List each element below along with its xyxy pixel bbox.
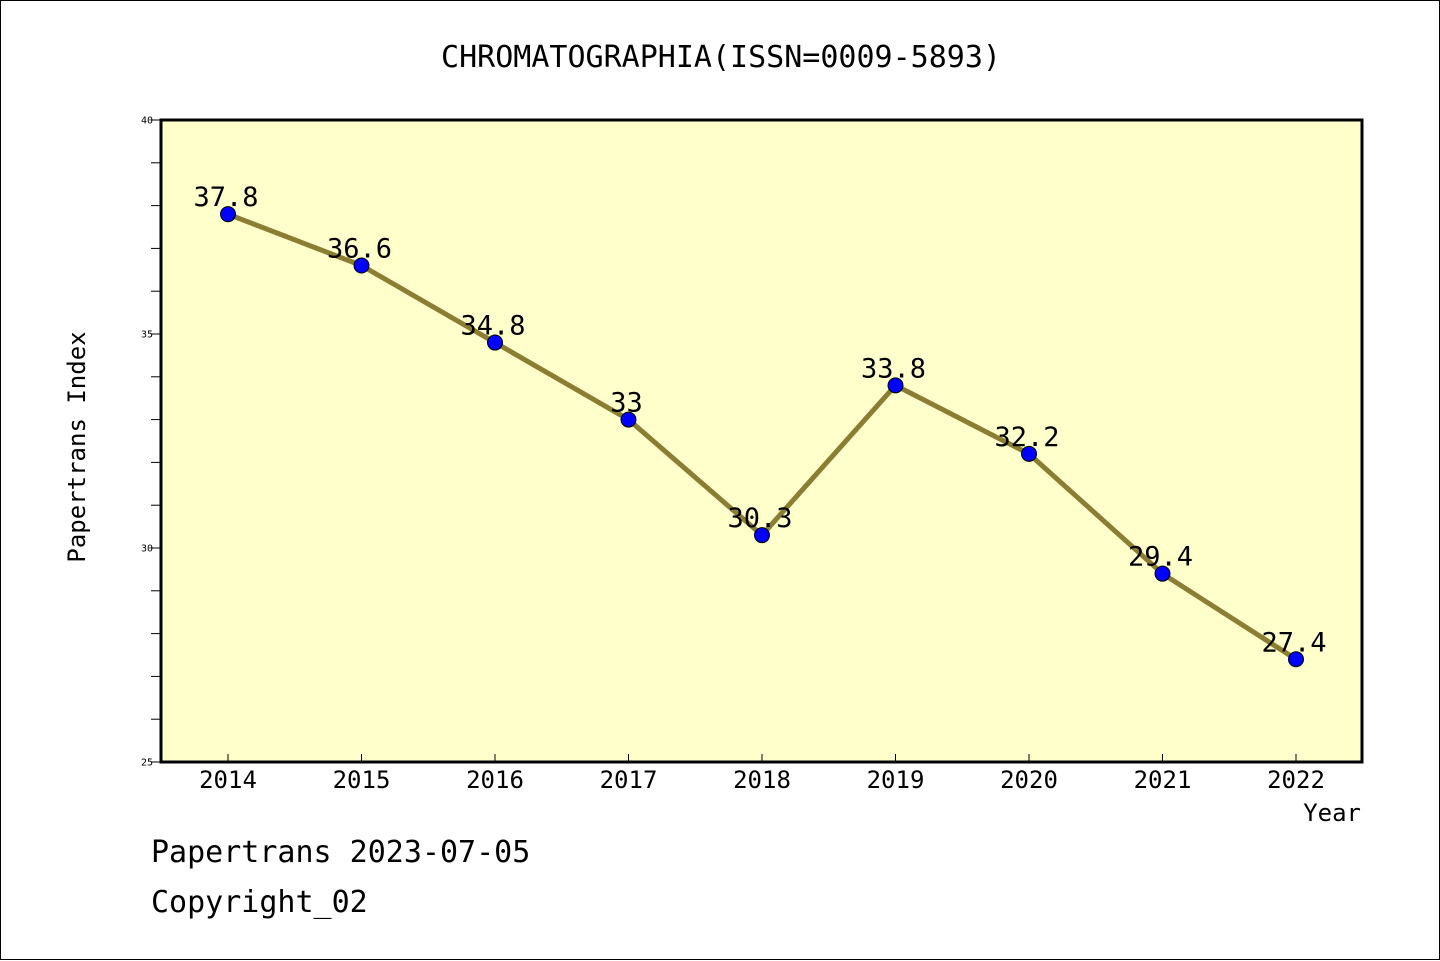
x-tick-label: 2017 — [600, 766, 658, 794]
chart-title: CHROMATOGRAPHIA(ISSN=0009-5893) — [441, 40, 1001, 75]
x-tick-label: 2021 — [1134, 766, 1192, 794]
data-point — [754, 527, 770, 544]
data-point — [1154, 565, 1171, 582]
x-tick-label: 2014 — [199, 766, 257, 794]
data-label: 32.2 — [994, 422, 1059, 453]
data-labels: 37.8 36.6 34.8 33 30.3 33.8 32.2 29.4 27.4 — [193, 182, 1326, 658]
x-tick-label: 2019 — [867, 766, 925, 794]
y-tick-label: 35 — [141, 330, 153, 341]
data-label: 37.8 — [193, 182, 258, 213]
y-tick-label: 25 — [141, 758, 153, 769]
data-label: 33 — [610, 388, 643, 419]
plot-border — [159, 118, 1364, 764]
footer-source: Papertrans 2023-07-05 — [151, 835, 531, 870]
x-tick-label: 2020 — [1000, 766, 1058, 794]
y-tick-label: 30 — [141, 544, 153, 555]
data-point — [487, 334, 503, 351]
data-label: 27.4 — [1261, 627, 1326, 658]
data-point — [1288, 651, 1304, 668]
data-label: 30.3 — [727, 503, 792, 534]
data-label: 33.8 — [861, 353, 926, 384]
data-point — [620, 411, 637, 428]
y-tick-label: 40 — [141, 116, 153, 127]
data-label: 29.4 — [1128, 542, 1193, 573]
x-tick-labels: 2014 2015 2016 2017 2018 2019 2020 2021 2022 — [199, 766, 1325, 794]
y-axis-label: Papertrans Index — [63, 331, 91, 562]
x-axis-label: Year — [1303, 799, 1361, 827]
series-markers — [220, 206, 1304, 668]
x-tick-label: 2018 — [733, 766, 791, 794]
data-point — [353, 257, 370, 274]
data-label: 34.8 — [460, 311, 525, 342]
y-minor-ticks — [151, 119, 161, 763]
x-tick-label: 2015 — [333, 766, 391, 794]
y-tick-labels: 25 30 35 40 — [141, 116, 153, 769]
footer-copyright: Copyright_02 — [151, 885, 368, 920]
data-point — [1021, 445, 1037, 462]
x-tick-label: 2022 — [1267, 766, 1325, 794]
data-label: 36.6 — [327, 234, 392, 265]
x-tick-label: 2016 — [466, 766, 524, 794]
data-point — [887, 377, 904, 394]
data-point — [220, 206, 236, 223]
plot-area — [161, 120, 1362, 762]
